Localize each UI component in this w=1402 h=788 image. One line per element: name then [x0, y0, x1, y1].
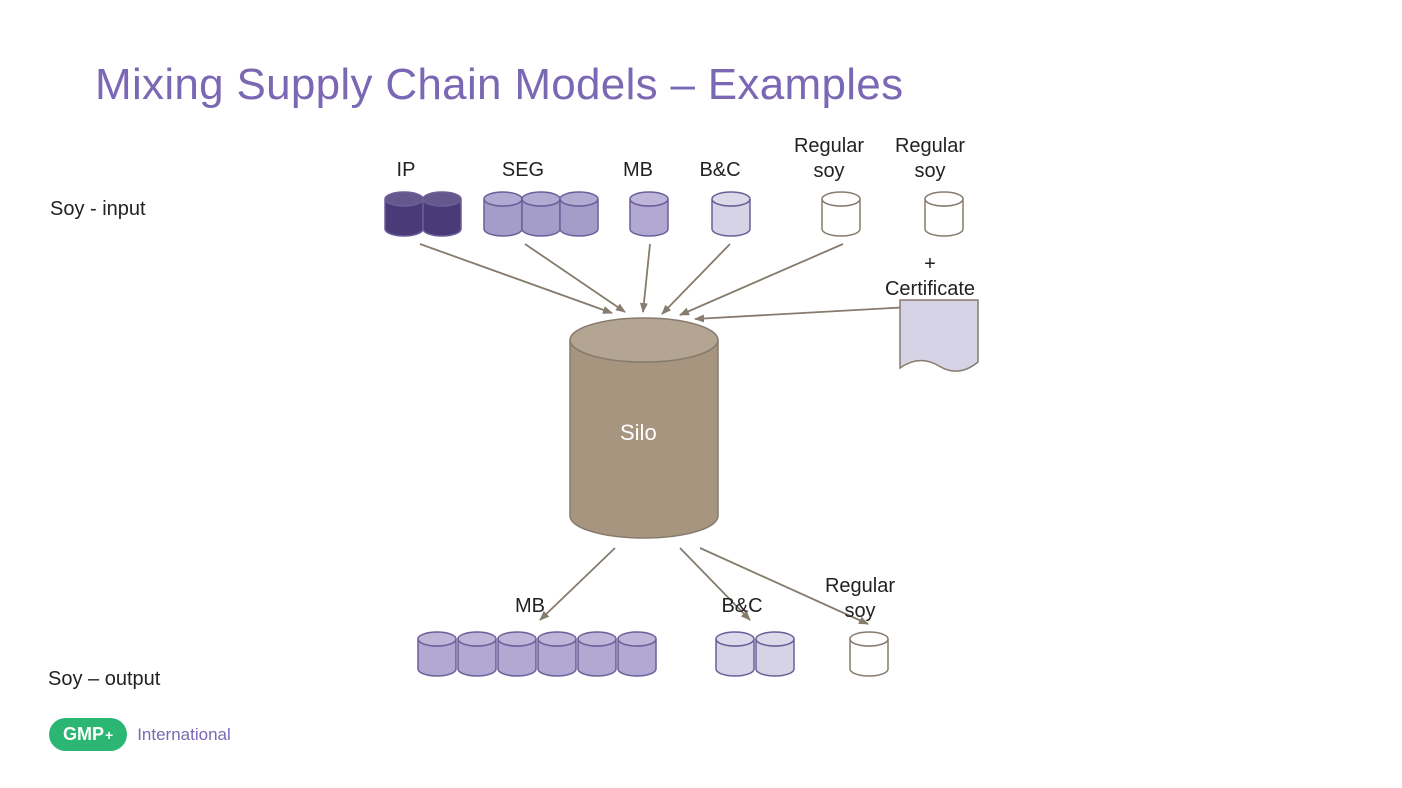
- input-mb-cyl-0: [630, 192, 668, 236]
- logo-badge: GMP+: [49, 718, 127, 751]
- output-label-reg_out: Regular soy: [810, 574, 910, 624]
- output-mb_out-cyl-2: [498, 632, 536, 676]
- input-ip-cyl-1: [423, 192, 461, 236]
- silo-label: Silo: [620, 420, 657, 446]
- output-reg_out-cyl-0: [850, 632, 888, 676]
- output-mb_out-cyl-4: [578, 632, 616, 676]
- input-reg1-cyl-0: [822, 192, 860, 236]
- certificate-word: Certificate: [885, 278, 975, 300]
- logo: GMP+ International: [49, 718, 231, 751]
- slide: Mixing Supply Chain Models – Examples So…: [0, 0, 1402, 788]
- output-bc_out-cyl-1: [756, 632, 794, 676]
- input-seg-cyl-0: [484, 192, 522, 236]
- diagram-svg: [0, 0, 1402, 788]
- logo-international: International: [137, 725, 231, 745]
- input-bc-cyl-0: [712, 192, 750, 236]
- certificate-plus: +: [924, 253, 936, 275]
- input-label-ip: IP: [356, 158, 456, 183]
- input-label-bc: B&C: [670, 158, 770, 183]
- input-label-seg: SEG: [473, 158, 573, 183]
- certificate-icon: [900, 300, 978, 371]
- logo-plus-icon: +: [105, 727, 113, 743]
- input-ip-cyl-0: [385, 192, 423, 236]
- input-seg-cyl-2: [560, 192, 598, 236]
- input-label-reg1: Regular soy: [779, 134, 879, 184]
- logo-badge-text: GMP: [63, 724, 104, 745]
- input-reg2-cyl-0: [925, 192, 963, 236]
- output-label-bc_out: B&C: [692, 594, 792, 619]
- input-arrow-5: [695, 306, 928, 319]
- output-mb_out-cyl-1: [458, 632, 496, 676]
- output-mb_out-cyl-0: [418, 632, 456, 676]
- input-label-reg2: Regular soy: [880, 134, 980, 184]
- input-arrow-2: [643, 244, 650, 312]
- input-arrow-4: [680, 244, 843, 315]
- output-mb_out-cyl-3: [538, 632, 576, 676]
- input-arrow-3: [662, 244, 730, 314]
- output-bc_out-cyl-0: [716, 632, 754, 676]
- input-seg-cyl-1: [522, 192, 560, 236]
- input-arrow-1: [525, 244, 625, 312]
- certificate-label: + Certificate: [875, 252, 985, 302]
- input-arrow-0: [420, 244, 612, 313]
- output-mb_out-cyl-5: [618, 632, 656, 676]
- output-label-mb_out: MB: [480, 594, 580, 619]
